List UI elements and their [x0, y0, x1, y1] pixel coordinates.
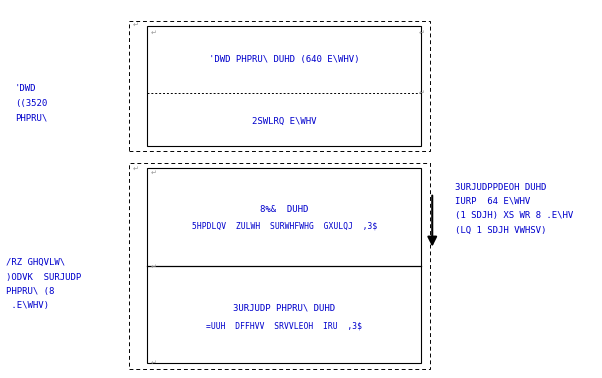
Text: 8%&  DUHD: 8%& DUHD: [260, 204, 309, 214]
Text: ↵: ↵: [418, 90, 424, 96]
Bar: [147, 26, 421, 146]
Text: PHPRU\ (8: PHPRU\ (8: [6, 287, 54, 296]
Text: 2SWLRQ E\WHV: 2SWLRQ E\WHV: [252, 118, 317, 126]
Text: ↵: ↵: [150, 264, 157, 270]
Text: ↵: ↵: [150, 360, 157, 366]
Text: 5HPDLQV  ZULWH  SURWHFWHG  GXULQJ  ,3$: 5HPDLQV ZULWH SURWHFWHG GXULQJ ,3$: [192, 221, 377, 230]
Text: ↵: ↵: [418, 29, 424, 36]
Bar: [129, 21, 430, 151]
Text: ↵: ↵: [132, 22, 138, 28]
Text: PHPRU\: PHPRU\: [15, 113, 48, 122]
Text: (1 SDJH) XS WR 8 .E\HV: (1 SDJH) XS WR 8 .E\HV: [455, 211, 573, 220]
Bar: [147, 168, 421, 363]
Text: 'DWD: 'DWD: [15, 84, 37, 93]
Text: .E\WHV): .E\WHV): [6, 301, 49, 310]
Text: ↵: ↵: [150, 29, 157, 36]
Text: 'DWD PHPRU\ DUHD (640 E\WHV): 'DWD PHPRU\ DUHD (640 E\WHV): [209, 55, 360, 64]
Text: ↵: ↵: [132, 166, 138, 172]
Text: (LQ 1 SDJH VWHSV): (LQ 1 SDJH VWHSV): [455, 226, 546, 235]
Text: ↵: ↵: [150, 169, 157, 175]
Text: 3URJUDP PHPRU\ DUHD: 3URJUDP PHPRU\ DUHD: [234, 304, 335, 313]
Bar: [129, 163, 430, 369]
Text: =UUH  DFFHVV  SRVVLEOH  IRU  ,3$: =UUH DFFHVV SRVVLEOH IRU ,3$: [206, 321, 362, 330]
Text: /RZ GHQVLW\: /RZ GHQVLW\: [6, 258, 65, 267]
Text: 3URJUDPPDEOH DUHD: 3URJUDPPDEOH DUHD: [455, 183, 546, 192]
Text: ((3520: ((3520: [15, 99, 48, 108]
Text: IURP  64 E\WHV: IURP 64 E\WHV: [455, 197, 530, 206]
Text: )ODVK  SURJUDP: )ODVK SURJUDP: [6, 273, 81, 282]
